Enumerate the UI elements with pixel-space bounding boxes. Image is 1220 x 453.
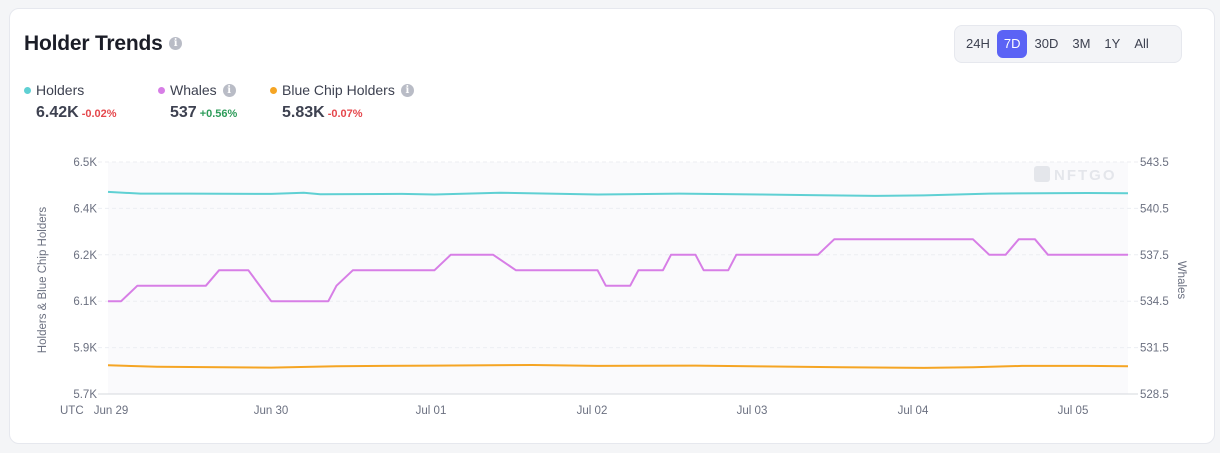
series-line-whales[interactable] (108, 238, 1128, 303)
legend-dot-icon (24, 86, 31, 94)
x-axis-prefix: UTC (60, 405, 84, 417)
x-tick-label: Jul 02 (577, 405, 608, 417)
y-right-tick-label: 537.5 (1140, 250, 1169, 262)
range-button-30d[interactable]: 30D (1034, 36, 1059, 51)
x-tick-label: Jul 01 (416, 405, 447, 417)
legend-label: Holders (36, 82, 85, 98)
series-line-holders[interactable] (107, 190, 1129, 197)
y-left-tick-label: 6.2K (73, 250, 97, 262)
y-left-tick-label: 6.5K (73, 157, 97, 169)
legend-value: 537 (170, 104, 197, 121)
y-left-tick-label: 6.4K (73, 203, 97, 215)
legend-item-whales[interactable]: Whales i 537 +0.56% (158, 82, 237, 122)
range-button-7d[interactable]: 7D (996, 30, 1028, 58)
legend-item-blue-chip-holders[interactable]: Blue Chip Holders i 5.83K -0.07% (270, 82, 414, 122)
y-right-axis-title: Whales (1175, 261, 1187, 300)
y-left-tick-label: 6.1K (73, 296, 97, 308)
legend-dot-icon (158, 86, 165, 94)
y-left-tick-label: 5.9K (73, 343, 97, 355)
series-line-blue-chip-holders[interactable] (107, 364, 1129, 369)
range-button-1y[interactable]: 1Y (1104, 36, 1121, 51)
y-left-axis-title: Holders & Blue Chip Holders (37, 207, 49, 354)
x-tick-label: Jun 29 (94, 405, 129, 417)
x-tick-label: Jul 04 (898, 405, 929, 417)
legend-dot-icon (270, 86, 277, 94)
title-info-icon[interactable]: i (169, 37, 182, 50)
legend-value: 6.42K (36, 104, 79, 121)
legend-item-holders[interactable]: Holders 6.42K -0.02% (24, 82, 117, 122)
range-button-all[interactable]: All (1134, 36, 1149, 51)
chart-title: Holder Trends i (24, 32, 182, 56)
info-icon[interactable]: i (222, 83, 236, 97)
nftgo-logo-icon (1034, 166, 1050, 182)
y-left-tick-label: 5.7K (73, 389, 97, 401)
y-right-tick-label: 528.5 (1140, 389, 1169, 401)
range-button-3m[interactable]: 3M (1072, 36, 1091, 51)
y-right-tick-label: 543.5 (1140, 157, 1169, 169)
info-icon[interactable]: i (400, 83, 414, 97)
legend-change: -0.07% (327, 108, 363, 120)
legend-label: Whales (170, 82, 217, 98)
y-right-tick-label: 534.5 (1140, 296, 1169, 308)
time-range-selector: 24H 7D 30D 3M 1Y All (954, 25, 1182, 63)
x-tick-label: Jul 03 (737, 405, 768, 417)
legend-change: +0.56% (199, 108, 238, 120)
legend-label: Blue Chip Holders (282, 82, 395, 98)
nftgo-watermark: NFTGO (1034, 166, 1117, 184)
plot-area (108, 162, 1128, 394)
range-button-24h[interactable]: 24H (966, 36, 990, 51)
x-tick-label: Jun 30 (254, 405, 289, 417)
legend-change: -0.02% (81, 108, 117, 120)
y-right-tick-label: 540.5 (1140, 203, 1169, 215)
y-right-tick-label: 531.5 (1140, 343, 1169, 355)
x-tick-label: Jul 05 (1058, 405, 1089, 417)
watermark-text: NFTGO (1054, 167, 1117, 184)
legend-value: 5.83K (282, 104, 325, 121)
